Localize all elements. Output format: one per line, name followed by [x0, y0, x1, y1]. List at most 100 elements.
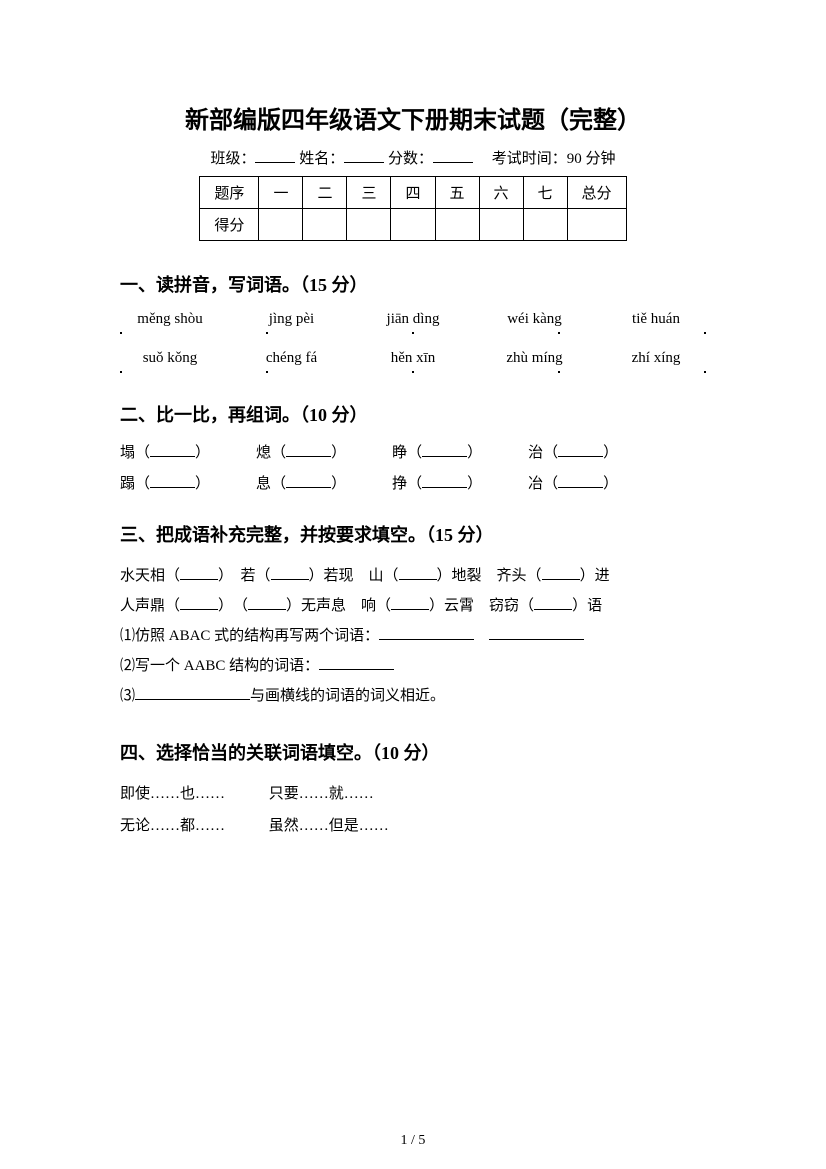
q2-line: ⑵写一个 AABC 结构的词语：	[120, 651, 706, 681]
th-3: 三	[347, 177, 391, 209]
q1-line: ⑴仿照 ABAC 式的结构再写两个词语：	[120, 621, 706, 651]
blank[interactable]	[180, 568, 218, 580]
t: ）地裂 齐头（	[437, 568, 542, 584]
box-row-1	[120, 332, 706, 334]
cmp-2-2: 挣	[392, 476, 407, 492]
score-table-header-row: 题序 一 二 三 四 五 六 七 总分	[200, 177, 626, 209]
blank[interactable]	[542, 568, 580, 580]
char-box[interactable]	[412, 371, 414, 373]
td-6[interactable]	[479, 209, 523, 241]
td-1[interactable]	[259, 209, 303, 241]
blank[interactable]	[180, 598, 218, 610]
blank[interactable]	[558, 476, 603, 488]
pinyin-1-0: měng shòu	[120, 311, 220, 328]
class-blank[interactable]	[255, 149, 295, 163]
char-box[interactable]	[120, 371, 122, 373]
blank[interactable]	[489, 628, 584, 640]
conj-2-0: 无论……都……	[120, 818, 225, 834]
th-0: 题序	[200, 177, 259, 209]
cmp-1-3: 治	[528, 445, 543, 461]
char-box[interactable]	[120, 332, 122, 334]
conj-1-0: 即使……也……	[120, 786, 225, 802]
blank[interactable]	[391, 598, 429, 610]
pinyin-row-2: suǒ kǒng chéng fá hěn xīn zhù míng zhí x…	[120, 350, 706, 367]
cmp-2-3: 冶	[528, 476, 543, 492]
pinyin-1-2: jiān dìng	[363, 311, 463, 328]
blank[interactable]	[399, 568, 437, 580]
idiom-line-1: 水天相（ ） 若（ ）若现 山（ ）地裂 齐头（ ）进	[120, 561, 706, 591]
q1-label: ⑴仿照 ABAC 式的结构再写两个词语：	[120, 628, 379, 644]
t: ） （	[218, 598, 248, 614]
t: ）进	[580, 568, 610, 584]
th-2: 二	[303, 177, 347, 209]
cmp-2-0: 蹋	[120, 476, 135, 492]
score-label: 分数：	[388, 151, 433, 167]
blank[interactable]	[319, 658, 394, 670]
blank[interactable]	[422, 445, 467, 457]
t: ）语	[572, 598, 602, 614]
conj-row-2: 无论……都…… 虽然……但是……	[120, 811, 706, 843]
td-5[interactable]	[435, 209, 479, 241]
t: ）云霄 窃窃（	[429, 598, 534, 614]
cmp-1-0: 塌	[120, 445, 135, 461]
conj-row-1: 即使……也…… 只要……就……	[120, 779, 706, 811]
char-box[interactable]	[266, 371, 268, 373]
q3-line: ⑶ 与画横线的词语的词义相近。	[120, 681, 706, 711]
char-box[interactable]	[558, 371, 560, 373]
blank[interactable]	[558, 445, 603, 457]
t: 水天相（	[120, 568, 180, 584]
pinyin-row-1: měng shòu jìng pèi jiān dìng wéi kàng ti…	[120, 311, 706, 328]
compare-row-1: 塌（） 熄（） 睁（） 治（）	[120, 441, 706, 462]
char-box[interactable]	[704, 371, 706, 373]
char-box[interactable]	[412, 332, 414, 334]
page-title: 新部编版四年级语文下册期末试题（完整）	[120, 100, 706, 135]
td-3[interactable]	[347, 209, 391, 241]
pinyin-2-0: suǒ kǒng	[120, 350, 220, 367]
score-table: 题序 一 二 三 四 五 六 七 总分 得分	[199, 176, 626, 241]
blank[interactable]	[379, 628, 474, 640]
page-number: 1 / 5	[0, 1133, 826, 1149]
cmp-1-1: 熄	[256, 445, 271, 461]
blank[interactable]	[422, 476, 467, 488]
t: ） 若（	[218, 568, 271, 584]
idiom-line-2: 人声鼎（） （）无声息 响（）云霄 窃窃（）语	[120, 591, 706, 621]
blank[interactable]	[271, 568, 309, 580]
class-label: 班级：	[210, 151, 255, 167]
section3-heading: 三、把成语补充完整，并按要求填空。（15 分）	[120, 521, 706, 547]
char-box[interactable]	[704, 332, 706, 334]
pinyin-1-3: wéi kàng	[485, 311, 585, 328]
q3-suffix: 与画横线的词语的词义相近。	[250, 688, 445, 704]
blank[interactable]	[286, 476, 331, 488]
char-box[interactable]	[266, 332, 268, 334]
section2-heading: 二、比一比，再组词。（10 分）	[120, 401, 706, 427]
th-6: 六	[479, 177, 523, 209]
td-8[interactable]	[567, 209, 626, 241]
blank[interactable]	[135, 688, 250, 700]
pinyin-1-4: tiě huán	[606, 311, 706, 328]
td-4[interactable]	[391, 209, 435, 241]
name-label: 姓名：	[299, 151, 344, 167]
section1-heading: 一、读拼音，写词语。（15 分）	[120, 271, 706, 297]
char-box[interactable]	[558, 332, 560, 334]
q3-prefix: ⑶	[120, 688, 135, 704]
box-row-2	[120, 371, 706, 373]
th-8: 总分	[567, 177, 626, 209]
th-4: 四	[391, 177, 435, 209]
blank[interactable]	[534, 598, 572, 610]
blank[interactable]	[286, 445, 331, 457]
td-7[interactable]	[523, 209, 567, 241]
t: 人声鼎（	[120, 598, 180, 614]
td-2[interactable]	[303, 209, 347, 241]
blank[interactable]	[248, 598, 286, 610]
blank[interactable]	[150, 445, 195, 457]
t: ）若现 山（	[309, 568, 399, 584]
name-blank[interactable]	[344, 149, 384, 163]
score-blank[interactable]	[433, 149, 473, 163]
cmp-2-1: 息	[256, 476, 271, 492]
blank[interactable]	[150, 476, 195, 488]
time-label: 考试时间：90 分钟	[492, 151, 616, 167]
th-5: 五	[435, 177, 479, 209]
pinyin-2-3: zhù míng	[485, 350, 585, 367]
td-0: 得分	[200, 209, 259, 241]
q2-label: ⑵写一个 AABC 结构的词语：	[120, 658, 319, 674]
